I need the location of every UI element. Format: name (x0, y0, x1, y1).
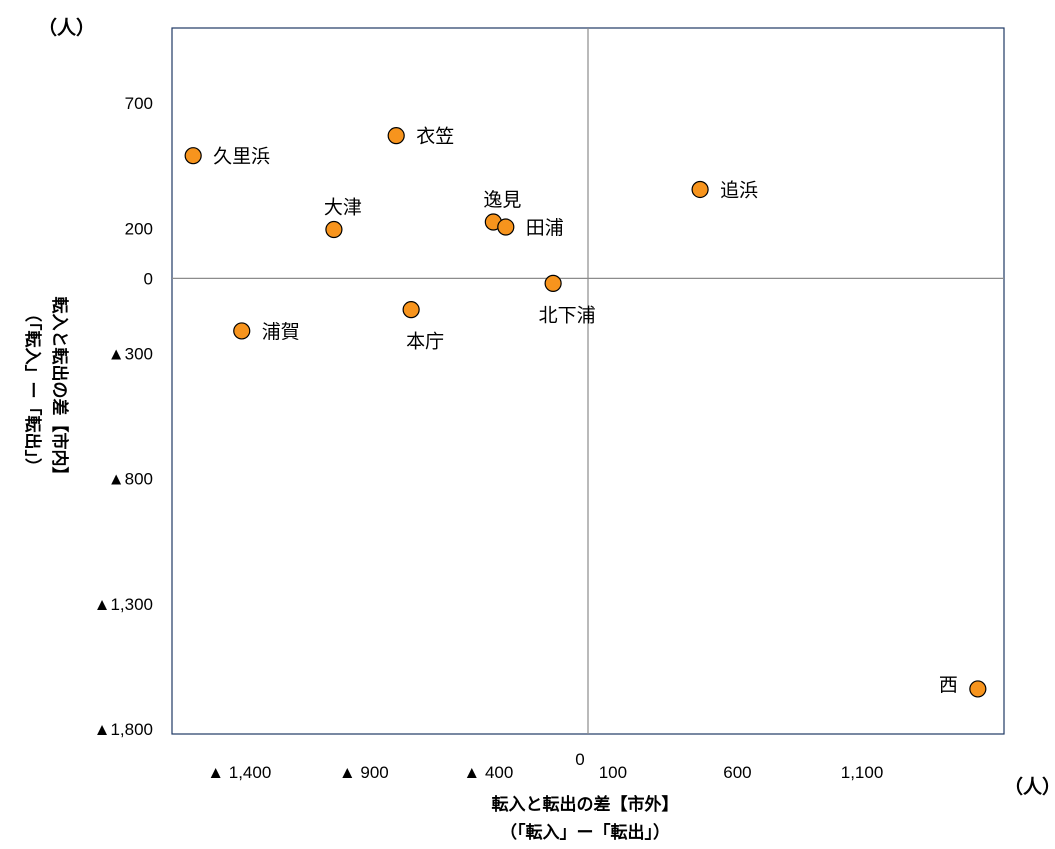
y-tick-labels: 700 200 0 ▲300 ▲800 ▲1,300 ▲1,800 (94, 94, 153, 739)
y-unit-label: （人） (38, 16, 95, 39)
x-tick-label: ▲ 900 (339, 763, 389, 782)
x-unit-label: （人） (1004, 775, 1055, 798)
point-label: 追浜 (720, 179, 758, 201)
x-tick-label: 0 (575, 750, 584, 769)
x-tick-labels: ▲ 1,400 ▲ 900 ▲ 400 0 100 600 1,100 (207, 750, 883, 782)
data-points (184, 127, 987, 698)
point-label: 浦賀 (262, 321, 300, 343)
point-label: 久里浜 (213, 146, 270, 168)
point-label: 大津 (324, 197, 362, 219)
point-label: 衣笠 (416, 126, 454, 148)
data-point (402, 301, 420, 319)
y-axis-label-line2: （「転入」ー「転出」） (22, 305, 43, 475)
data-point (497, 218, 515, 236)
data-point (233, 322, 251, 340)
y-axis-label-line1: 転入と転出の差【市内】 (49, 297, 70, 484)
x-tick-label: 1,100 (841, 763, 884, 782)
data-point (184, 147, 202, 165)
x-tick-label: ▲ 1,400 (207, 763, 271, 782)
y-tick-label: 0 (144, 269, 153, 288)
x-tick-label: ▲ 400 (463, 763, 513, 782)
y-tick-label: ▲1,300 (94, 595, 153, 614)
point-label: 逸見 (483, 189, 521, 211)
y-tick-label: ▲300 (108, 344, 153, 363)
x-tick-label: 100 (599, 763, 627, 782)
point-label: 田浦 (526, 217, 564, 239)
point-label: 北下浦 (539, 304, 596, 326)
data-point (544, 274, 562, 292)
x-tick-label: 600 (723, 763, 751, 782)
y-tick-label: ▲1,800 (94, 720, 153, 739)
data-point (969, 680, 987, 698)
x-axis-label-line2: （「転入」ー「転出」） (500, 822, 670, 843)
y-tick-label: 200 (125, 219, 153, 238)
point-label: 本庁 (406, 331, 444, 353)
x-axis-label-line1: 転入と転出の差【市外】 (492, 794, 679, 815)
data-point (691, 180, 709, 199)
point-label: 西 (939, 674, 958, 696)
data-point (325, 220, 343, 239)
data-point (387, 127, 405, 145)
y-tick-label: 700 (125, 94, 153, 113)
y-tick-label: ▲800 (108, 470, 153, 489)
